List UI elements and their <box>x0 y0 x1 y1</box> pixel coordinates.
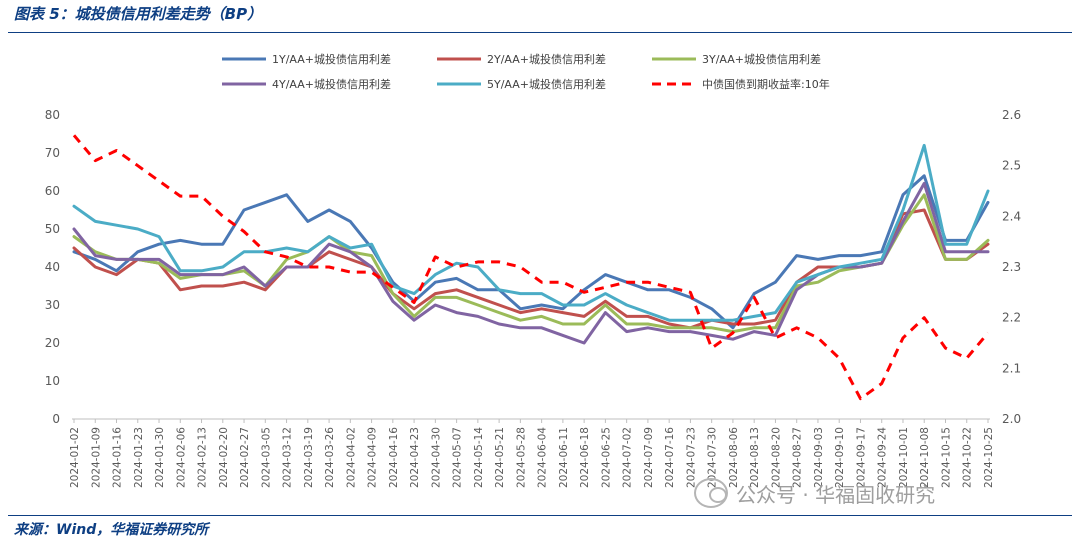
series-line-1 <box>72 174 990 330</box>
x-tick-label: 2024-07-23 <box>685 427 697 488</box>
x-tick-label: 2024-10-22 <box>962 427 974 488</box>
x-tick-label: 2024-05-07 <box>452 427 464 488</box>
x-tick-label: 2024-02-06 <box>175 427 187 488</box>
title-rule <box>8 32 1072 33</box>
x-tick-label: 2024-10-01 <box>898 427 910 488</box>
x-tick-label: 2024-05-21 <box>494 427 506 488</box>
figure-title: 图表 5：城投债信用利差走势（BP） <box>14 5 263 23</box>
x-tick-label: 2024-10-25 <box>983 427 995 488</box>
legend-label-6: 中债国债到期收益率:10年 <box>702 77 830 91</box>
y-left-tick-label: 20 <box>45 336 60 350</box>
x-tick-label: 2024-02-27 <box>239 427 251 488</box>
chart-series <box>72 134 990 401</box>
x-tick-label: 2024-06-11 <box>558 427 570 488</box>
y-left-tick-label: 30 <box>45 298 60 312</box>
figure-source: 来源：Wind，华福证券研究所 <box>14 522 209 538</box>
x-tick-label: 2024-09-03 <box>813 427 825 488</box>
x-tick-label: 2024-10-08 <box>919 427 931 488</box>
watermark-text: 公众号 · 华福固收研究 <box>736 482 936 507</box>
x-tick-label: 2024-02-20 <box>218 427 230 488</box>
x-tick-label: 2024-08-20 <box>770 427 782 488</box>
x-tick-label: 2024-10-15 <box>940 427 952 488</box>
y-left-tick-label: 70 <box>45 146 60 160</box>
x-tick-label: 2024-04-02 <box>345 427 357 488</box>
y-left-tick-label: 50 <box>45 222 60 236</box>
watermark: 公众号 · 华福固收研究 <box>694 478 935 508</box>
x-tick-label: 2024-07-16 <box>664 427 676 488</box>
x-tick-label: 2024-03-19 <box>303 427 315 488</box>
chart-axes: 0 10 20 30 40 50 60 70 80 2.0 2.1 2.2 2.3 2.4 2.5 2.6 20… <box>45 108 1021 488</box>
legend-label-4: 4Y/AA+城投债信用利差 <box>272 77 391 91</box>
series-line-5 <box>72 143 990 322</box>
y-right-tick-label: 2.2 <box>1002 311 1021 325</box>
source-rule <box>8 515 1072 516</box>
x-tick-label: 2024-05-28 <box>515 427 527 488</box>
legend-label-1: 1Y/AA+城投债信用利差 <box>272 52 391 66</box>
x-tick-label: 2024-09-10 <box>834 427 846 488</box>
x-tick-label: 2024-06-25 <box>600 427 612 488</box>
x-tick-label: 2024-03-05 <box>260 427 272 488</box>
x-tick-label: 2024-06-18 <box>579 427 591 488</box>
x-tick-label: 2024-07-30 <box>707 427 719 488</box>
x-tick-label: 2024-02-13 <box>197 427 209 488</box>
x-tick-label: 2024-01-02 <box>69 427 81 488</box>
y-right-tick-label: 2.5 <box>1002 159 1021 173</box>
wechat-icon <box>694 478 728 508</box>
x-tick-label: 2024-07-02 <box>622 427 634 488</box>
x-tick-label: 2024-01-23 <box>133 427 145 488</box>
x-tick-label: 2024-08-13 <box>749 427 761 488</box>
legend-label-3: 3Y/AA+城投债信用利差 <box>702 52 821 66</box>
x-tick-label: 2024-06-04 <box>537 427 549 488</box>
x-tick-label: 2024-08-06 <box>728 427 740 488</box>
x-tick-label: 2024-08-27 <box>792 427 804 488</box>
y-left-tick-label: 40 <box>45 260 60 274</box>
y-right-tick-label: 2.4 <box>1002 209 1021 223</box>
x-tick-label: 2024-04-16 <box>388 427 400 488</box>
legend-label-2: 2Y/AA+城投债信用利差 <box>487 52 606 66</box>
y-left-tick-label: 10 <box>45 374 60 388</box>
y-left-tick-label: 0 <box>52 412 60 426</box>
x-tick-label: 2024-04-23 <box>409 427 421 488</box>
x-tick-label: 2024-01-16 <box>112 427 124 488</box>
x-tick-label: 2024-09-17 <box>855 427 867 488</box>
y-left-tick-label: 80 <box>45 108 60 122</box>
legend-label-5: 5Y/AA+城投债信用利差 <box>487 77 606 91</box>
x-tick-label: 2024-05-14 <box>473 427 485 488</box>
y-right-tick-label: 2.6 <box>1002 108 1021 122</box>
y-right-tick-label: 2.0 <box>1002 412 1021 426</box>
chart-legend: 1Y/AA+城投债信用利差 2Y/AA+城投债信用利差 3Y/AA+城投债信用利差 4… <box>222 52 830 91</box>
x-tick-label: 2024-04-09 <box>367 427 379 488</box>
x-tick-label: 2024-09-24 <box>877 427 889 488</box>
line-chart: 1Y/AA+城投债信用利差 2Y/AA+城投债信用利差 3Y/AA+城投债信用利差 4… <box>45 52 1021 488</box>
y-left-tick-label: 60 <box>45 184 60 198</box>
x-tick-label: 2024-03-26 <box>324 427 336 488</box>
y-right-tick-label: 2.3 <box>1002 260 1021 274</box>
x-tick-label: 2024-01-09 <box>90 427 102 488</box>
x-tick-label: 2024-07-09 <box>643 427 655 488</box>
series-line-6 <box>72 134 990 401</box>
y-right-tick-label: 2.1 <box>1002 361 1021 375</box>
x-tick-label: 2024-03-12 <box>282 427 294 488</box>
x-tick-label: 2024-01-30 <box>154 427 166 488</box>
x-tick-label: 2024-04-30 <box>430 427 442 488</box>
